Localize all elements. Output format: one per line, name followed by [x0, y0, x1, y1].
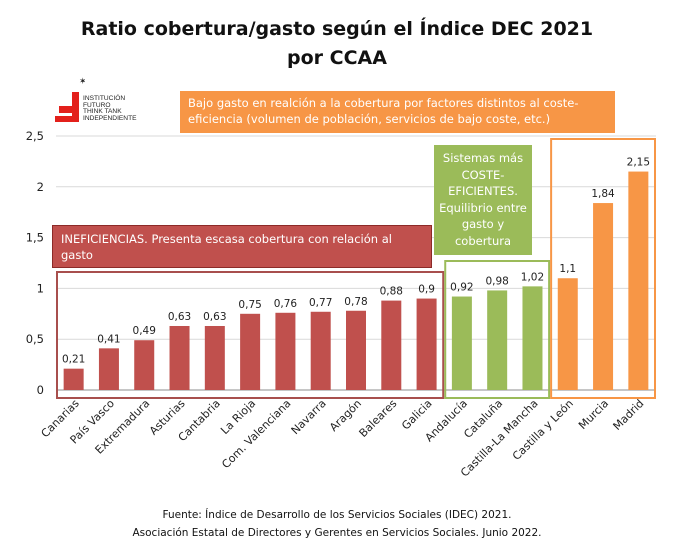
x-tick-label: Com. Valenciana — [219, 397, 293, 471]
group-box-ineficiencias — [56, 271, 445, 399]
x-tick-label: Navarra — [289, 397, 329, 437]
bar-com-valenciana — [275, 312, 296, 390]
data-label: 0,49 — [133, 325, 156, 337]
bar-arag-n — [346, 310, 366, 390]
annotation-coste-eficientes: Sistemas más COSTE-EFICIENTES. Equilibri… — [434, 145, 532, 255]
y-tick-label: 1,5 — [26, 231, 44, 245]
data-label: 1,84 — [591, 188, 615, 200]
bar-andaluc-a — [451, 296, 472, 390]
y-tick-label: 0 — [37, 383, 44, 397]
bar-baleares — [381, 300, 402, 390]
group-box-coste-eficientes — [444, 260, 551, 399]
chart-title: Ratio cobertura/gasto según el Índice DE… — [80, 18, 594, 40]
bar-la-rioja — [240, 313, 261, 390]
data-label: 0,75 — [238, 299, 261, 311]
bar-asturias — [169, 325, 190, 390]
data-label: 0,63 — [168, 311, 191, 323]
logo-text-line1: INSTITUCIÓN — [83, 95, 126, 102]
data-label: 0,76 — [274, 298, 298, 310]
data-label: 0,88 — [380, 286, 403, 298]
x-tick-label: Castilla y León — [510, 397, 576, 463]
annotation-ineficiencias: INEFICIENCIAS. Presenta escasa cobertura… — [52, 225, 432, 268]
source-note-line1: Fuente: Índice de Desarrollo de los Serv… — [162, 509, 512, 521]
bar-castilla-la-mancha — [522, 286, 543, 390]
y-tick-label: 1 — [37, 281, 44, 295]
bar-pa-s-vasco — [98, 348, 119, 390]
data-label: 1,02 — [521, 271, 544, 283]
annotation-bajo-gasto: Bajo gasto en realción a la cobertura po… — [180, 91, 615, 133]
data-label: 0,21 — [62, 354, 85, 366]
y-tick-label: 0,5 — [26, 332, 44, 346]
chart-subtitle: por CCAA — [287, 47, 387, 69]
bar-catalu-a — [487, 290, 508, 390]
institucion-futuro-logo: ✶ INSTITUCIÓN FUTURO THINK TANK INDEPEND… — [55, 76, 155, 126]
source-note-line2: Asociación Estatal de Directores y Geren… — [132, 527, 542, 539]
y-tick-label: 2,5 — [26, 129, 44, 143]
x-tick-label: Madrid — [611, 397, 647, 433]
data-label: 0,9 — [418, 284, 435, 296]
svg-text:✶: ✶ — [79, 77, 85, 87]
data-label: 0,63 — [203, 311, 226, 323]
data-label: 1,1 — [559, 263, 576, 275]
group-box-bajo-gasto — [550, 138, 657, 399]
y-tick-label: 2 — [37, 180, 44, 194]
bar-madrid — [628, 171, 649, 390]
logo-text-line3: THINK TANK — [83, 108, 122, 115]
x-tick-label: Baleares — [357, 397, 400, 440]
data-label: 0,92 — [450, 282, 473, 294]
bar-navarra — [310, 311, 331, 390]
logo-star-icon: ✶ — [79, 77, 85, 87]
data-label: 0,41 — [97, 333, 120, 345]
bar-canarias — [63, 368, 84, 390]
logo-text-line2: FUTURO — [83, 101, 111, 109]
bar-castilla-y-le-n — [557, 278, 578, 390]
bar-galicia — [416, 298, 437, 390]
bar-extremadura — [134, 340, 155, 390]
logo-text-line4: INDEPENDIENTE — [83, 114, 137, 122]
bar-murcia — [593, 203, 614, 390]
data-label: 2,15 — [627, 157, 650, 169]
x-tick-label: Murcia — [576, 397, 611, 432]
data-label: 0,77 — [309, 297, 332, 309]
logo-mark-icon — [55, 92, 79, 122]
bar-cantabria — [204, 325, 225, 390]
data-label: 0,98 — [485, 275, 508, 287]
data-label: 0,78 — [344, 296, 367, 308]
